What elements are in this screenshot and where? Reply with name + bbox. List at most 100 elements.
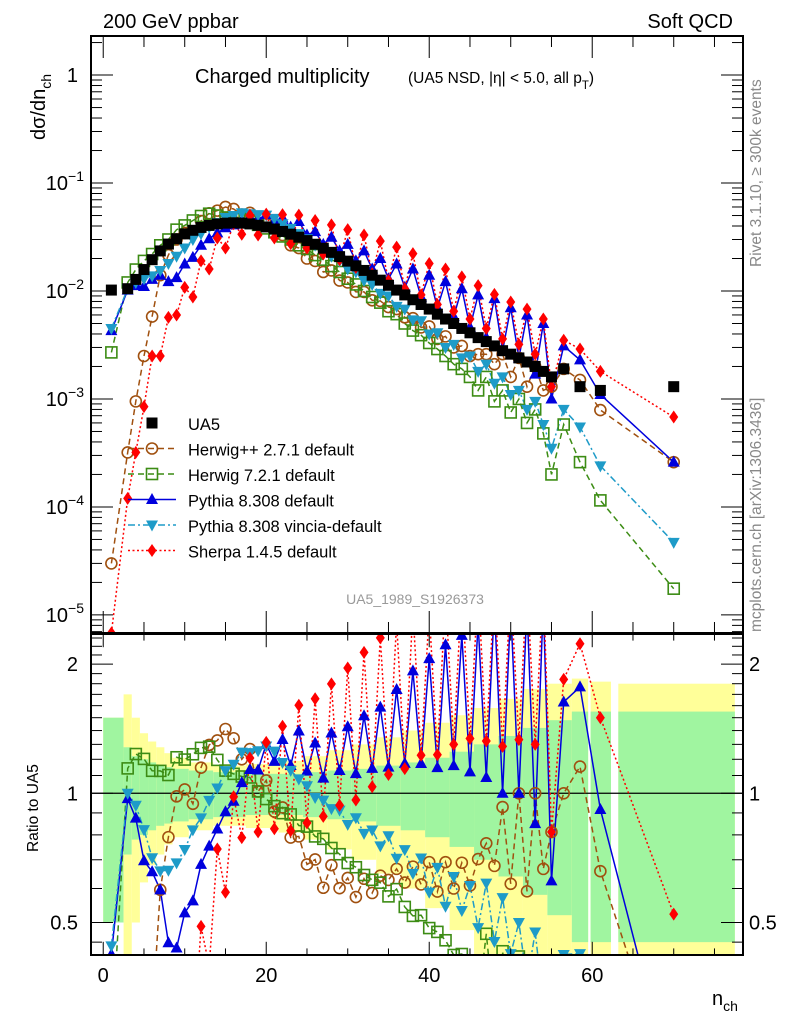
legend-label-sherpa: Sherpa 1.4.5 default (188, 544, 337, 562)
ratio-point-vincia (439, 901, 452, 913)
ratio-y-axis-label: Ratio to UA5 (25, 764, 42, 852)
ratio-point-sherpa (335, 798, 345, 812)
data-point-vincia (178, 243, 191, 255)
ratio-point-pythia (366, 761, 379, 773)
ratio-point-sherpa (367, 780, 377, 794)
x-tick-label: 40 (418, 965, 440, 987)
data-point-ua5 (480, 336, 492, 348)
data-point-vincia (512, 385, 525, 397)
data-point-ua5 (497, 345, 509, 357)
ratio-point-sherpa (490, 582, 499, 595)
data-point-ua5 (374, 274, 386, 286)
data-point-vincia (170, 251, 183, 263)
ratio-point-pythia (472, 617, 484, 628)
ratio-point-herwigpp (333, 881, 346, 895)
stat-uncertainty-band (618, 711, 735, 943)
ratio-point-vincia (178, 845, 191, 857)
data-point-sherpa (432, 297, 442, 311)
ratio-point-herwigpp (349, 890, 363, 904)
data-point-pythia (170, 271, 183, 283)
ratio-point-vincia (162, 865, 175, 877)
data-point-ua5 (179, 228, 191, 240)
ratio-point-vincia (276, 757, 289, 769)
ratio-point-vincia (227, 759, 240, 771)
data-point-pythia (309, 225, 322, 237)
ratio-point-sherpa (559, 672, 569, 686)
data-point-ua5 (195, 221, 207, 233)
data-point-herwig7 (463, 370, 477, 384)
ratio-point-sherpa (278, 719, 288, 733)
data-point-vincia (252, 210, 265, 222)
ratio-point-herwigpp (382, 873, 395, 887)
data-point-sherpa (310, 213, 320, 227)
ratio-point-herwig7 (398, 900, 412, 914)
ratio-point-pythia (505, 602, 517, 613)
ratio-point-pythia (243, 762, 256, 774)
data-point-ua5 (154, 245, 166, 257)
ratio-point-herwig7 (316, 832, 330, 846)
data-point-vincia (557, 404, 570, 416)
ratio-point-vincia (398, 845, 411, 857)
y-tick-label: 10−1 (46, 168, 84, 195)
data-point-sherpa (253, 228, 263, 242)
ratio-point-herwig7 (308, 830, 322, 843)
data-point-pythia (195, 238, 208, 250)
plot-subtitle-end: ) (589, 70, 594, 87)
ratio-point-pythia (431, 761, 444, 773)
data-point-herwigpp (145, 310, 159, 323)
ratio-point-sherpa (416, 748, 426, 762)
stat-uncertainty-band (139, 759, 149, 835)
data-point-vincia (521, 404, 534, 416)
data-point-herwigpp (479, 347, 493, 361)
ratio-point-sherpa (245, 751, 255, 765)
ratio-point-sherpa (220, 885, 230, 899)
data-point-sherpa (506, 295, 516, 309)
x-axis-label: nch (712, 988, 738, 1014)
data-point-herwig7 (349, 278, 363, 291)
ratio-point-herwig7 (422, 921, 436, 935)
ratio-y-tick-label-left: 1 (67, 783, 78, 805)
data-point-sherpa (155, 349, 165, 363)
ratio-point-vincia (105, 941, 118, 953)
data-point-herwigpp (594, 403, 607, 417)
data-point-pythia (574, 353, 586, 365)
data-point-pythia (203, 232, 216, 244)
data-point-vincia (154, 265, 167, 277)
ratio-point-herwig7 (170, 750, 183, 764)
stat-uncertainty-band (172, 768, 189, 822)
ratio-point-herwig7 (194, 741, 208, 755)
data-point-sherpa (392, 240, 402, 254)
ratio-point-vincia (557, 950, 570, 955)
ratio-point-sherpa (595, 711, 605, 725)
ratio-point-vincia (423, 887, 436, 899)
ratio-point-vincia (366, 825, 379, 837)
data-point-sherpa (522, 302, 532, 316)
data-point-ua5 (545, 371, 557, 383)
ratio-point-pythia (317, 771, 330, 783)
ratio-point-vincia (252, 746, 265, 758)
data-point-vincia (529, 396, 542, 408)
data-point-herwig7 (488, 395, 501, 408)
ratio-point-pythia (252, 763, 265, 775)
data-point-sherpa (139, 400, 149, 414)
ratio-point-vincia (390, 853, 403, 865)
legend-label-ua5: UA5 (188, 416, 220, 434)
ratio-point-sherpa (514, 733, 524, 747)
main-y-axis-label-main: dσ/dn (28, 89, 50, 140)
y-tick-label-base: 10 (46, 605, 68, 627)
ratio-point-sherpa (481, 734, 491, 748)
data-point-sherpa (530, 347, 540, 361)
ratio-point-vincia (219, 766, 232, 778)
ratio-point-herwig7 (406, 909, 420, 923)
data-point-sherpa (559, 333, 569, 347)
y-tick-label-exponent: −5 (68, 600, 84, 616)
stat-uncertainty-band (131, 756, 140, 840)
data-point-vincia (496, 372, 509, 384)
ratio-point-herwigpp (219, 722, 232, 736)
ratio-point-sherpa (310, 692, 320, 706)
data-point-herwig7 (479, 370, 493, 384)
series-line-sherpa (110, 211, 675, 633)
main-y-axis-label-sub: ch (38, 74, 54, 89)
ratio-point-pythia (309, 736, 322, 748)
data-point-sherpa (449, 304, 459, 318)
